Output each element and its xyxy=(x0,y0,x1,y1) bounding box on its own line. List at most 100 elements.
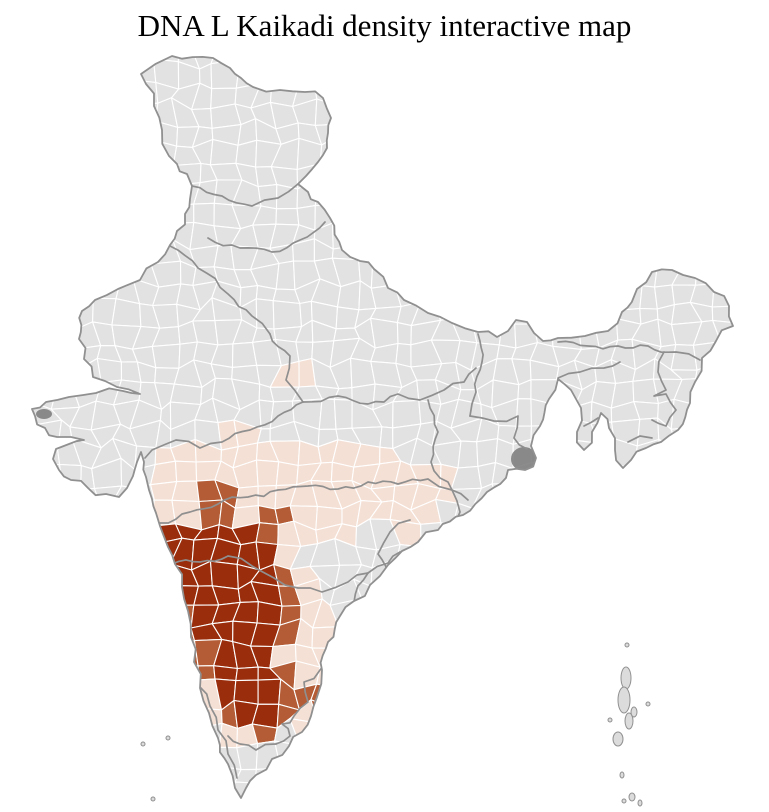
district-cell[interactable] xyxy=(673,684,699,705)
district-cell[interactable] xyxy=(756,65,769,87)
district-cell[interactable] xyxy=(713,700,739,731)
district-cell[interactable] xyxy=(512,199,541,224)
district-cell[interactable] xyxy=(14,620,36,646)
district-cell[interactable] xyxy=(111,298,142,328)
district-cell[interactable] xyxy=(395,638,417,670)
district-cell[interactable] xyxy=(457,200,475,228)
district-cell[interactable] xyxy=(630,240,658,271)
district-cell[interactable] xyxy=(492,606,517,631)
district-cell[interactable] xyxy=(537,60,562,87)
district-cell[interactable] xyxy=(759,779,769,807)
district-cell[interactable] xyxy=(577,545,599,562)
district-cell[interactable] xyxy=(754,626,769,647)
district-cell[interactable] xyxy=(152,725,175,749)
district-cell[interactable] xyxy=(734,718,761,741)
district-cell[interactable] xyxy=(649,762,682,790)
district-cell[interactable] xyxy=(676,242,698,270)
district-cell[interactable] xyxy=(629,741,659,765)
district-cell[interactable] xyxy=(539,744,556,767)
district-cell[interactable] xyxy=(50,486,82,506)
district-cell[interactable] xyxy=(50,583,76,609)
district-cell[interactable] xyxy=(732,424,757,446)
district-cell[interactable] xyxy=(90,604,122,624)
district-cell[interactable] xyxy=(729,644,757,665)
district-cell[interactable] xyxy=(52,340,81,369)
district-cell[interactable] xyxy=(431,688,457,708)
district-cell[interactable] xyxy=(759,147,769,168)
district-cell[interactable] xyxy=(615,124,637,144)
district-cell[interactable] xyxy=(550,226,579,250)
district-cell[interactable] xyxy=(53,163,79,189)
district-cell[interactable] xyxy=(649,782,682,805)
district-cell[interactable] xyxy=(369,199,395,228)
district-cell[interactable] xyxy=(52,638,78,669)
district-cell[interactable] xyxy=(294,764,314,789)
district-cell[interactable] xyxy=(711,383,735,408)
district-cell[interactable] xyxy=(629,501,652,530)
district-cell[interactable] xyxy=(370,640,403,666)
district-cell[interactable] xyxy=(552,457,580,487)
district-cell[interactable] xyxy=(369,183,392,208)
district-cell[interactable] xyxy=(12,538,40,561)
district-cell[interactable] xyxy=(393,222,422,243)
district-cell[interactable] xyxy=(33,538,62,564)
district-cell[interactable] xyxy=(690,703,717,728)
district-cell[interactable] xyxy=(30,802,56,812)
district-cell[interactable] xyxy=(670,41,702,67)
district-cell[interactable] xyxy=(471,561,499,590)
district-cell[interactable] xyxy=(331,219,363,250)
district-cell[interactable] xyxy=(129,637,159,662)
district-cell[interactable] xyxy=(439,522,454,547)
district-cell[interactable] xyxy=(459,138,483,169)
district-cell[interactable] xyxy=(90,580,122,611)
district-cell[interactable] xyxy=(153,620,182,648)
district-cell[interactable] xyxy=(512,745,543,768)
district-cell[interactable] xyxy=(756,660,769,688)
district-cell[interactable] xyxy=(120,178,138,204)
district-cell[interactable] xyxy=(690,442,719,468)
district-cell[interactable] xyxy=(152,699,175,729)
district-cell[interactable] xyxy=(515,398,533,427)
district-cell[interactable] xyxy=(350,140,380,167)
district-cell[interactable] xyxy=(691,61,716,82)
district-cell[interactable] xyxy=(98,641,116,663)
district-cell[interactable] xyxy=(52,321,82,350)
andaman-nicobar-islands[interactable] xyxy=(607,642,651,807)
district-cell[interactable] xyxy=(394,258,422,286)
district-cell[interactable] xyxy=(689,104,718,123)
district-cell[interactable] xyxy=(75,200,103,230)
district-cell[interactable] xyxy=(557,618,583,643)
district-cell[interactable] xyxy=(349,107,378,121)
district-cell[interactable] xyxy=(629,526,658,542)
district-cell[interactable] xyxy=(596,801,618,812)
district-cell[interactable] xyxy=(434,737,460,770)
district-cell[interactable] xyxy=(679,718,699,745)
district-cell[interactable] xyxy=(31,598,53,626)
district-cell[interactable] xyxy=(413,799,437,812)
district-cell[interactable] xyxy=(611,482,639,503)
district-cell[interactable] xyxy=(651,240,682,271)
district-cell[interactable] xyxy=(213,665,238,682)
district-cell[interactable] xyxy=(558,580,579,610)
district-cell[interactable] xyxy=(77,240,100,271)
district-cell[interactable] xyxy=(451,680,482,708)
district-cell[interactable] xyxy=(316,721,340,744)
district-cell[interactable] xyxy=(491,143,523,160)
district-cell[interactable] xyxy=(617,160,642,191)
district-cell[interactable] xyxy=(679,737,699,769)
district-cell[interactable] xyxy=(594,700,620,730)
district-cell[interactable] xyxy=(757,258,769,288)
district-cell[interactable] xyxy=(469,522,497,549)
district-cell[interactable] xyxy=(513,598,539,626)
island[interactable] xyxy=(645,701,651,707)
district-cell[interactable] xyxy=(31,697,52,727)
district-cell[interactable] xyxy=(112,42,140,70)
district-cell[interactable] xyxy=(650,477,678,510)
district-cell[interactable] xyxy=(97,500,114,527)
district-cell[interactable] xyxy=(674,62,696,88)
district-cell[interactable] xyxy=(198,743,220,771)
district-cell[interactable] xyxy=(516,562,540,589)
district-cell[interactable] xyxy=(640,184,663,209)
district-cell[interactable] xyxy=(591,78,622,110)
district-cell[interactable] xyxy=(371,237,401,260)
